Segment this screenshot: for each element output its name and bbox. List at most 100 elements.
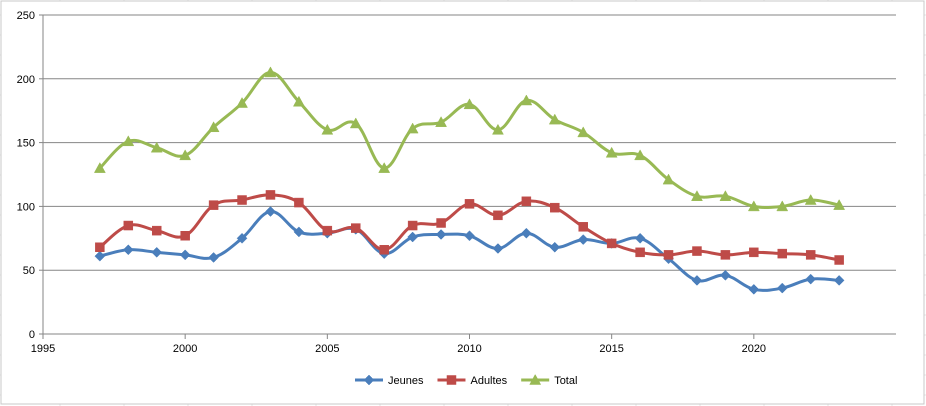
data-point-adultes	[379, 245, 389, 255]
data-point-adultes	[550, 202, 560, 213]
data-point-adultes	[749, 247, 759, 258]
legend-item-jeunes: Jeunes	[355, 374, 424, 387]
data-point-total	[492, 123, 504, 135]
data-point-total	[520, 94, 533, 106]
data-point-jeunes	[122, 244, 134, 256]
data-point-adultes	[805, 250, 816, 260]
data-point-jeunes	[521, 227, 532, 239]
data-point-total	[804, 194, 817, 205]
data-point-jeunes	[94, 250, 106, 262]
data-point-jeunes	[236, 232, 248, 244]
data-point-jeunes	[805, 273, 817, 285]
data-point-adultes	[436, 218, 446, 228]
data-point-total	[776, 200, 789, 212]
data-point-adultes	[493, 210, 503, 221]
data-point-adultes	[521, 196, 532, 207]
legend-label-jeunes: Jeunes	[388, 375, 424, 387]
data-point-total	[719, 190, 732, 201]
data-point-jeunes	[435, 229, 447, 240]
data-point-total	[634, 149, 647, 161]
data-point-adultes	[351, 223, 361, 233]
data-point-adultes	[123, 220, 134, 231]
data-point-total	[548, 113, 561, 125]
data-point-jeunes	[577, 234, 589, 245]
data-point-total	[264, 66, 277, 78]
data-point-total	[605, 146, 618, 158]
data-point-total	[321, 123, 334, 135]
data-point-total	[150, 141, 163, 153]
data-point-adultes	[322, 225, 333, 236]
data-point-jeunes	[748, 283, 760, 295]
data-point-jeunes	[634, 232, 646, 244]
data-point-jeunes	[549, 241, 561, 253]
data-point-adultes	[777, 248, 788, 259]
legend-label-adultes: Adultes	[470, 375, 507, 387]
data-point-adultes	[578, 222, 588, 232]
series-jeunes	[94, 206, 845, 295]
data-point-jeunes	[407, 231, 418, 243]
data-point-total	[292, 95, 305, 107]
data-point-adultes	[237, 195, 247, 205]
data-point-jeunes	[265, 206, 276, 217]
x-tick-label: 2005	[315, 343, 339, 355]
data-point-total	[463, 98, 476, 110]
data-point-jeunes	[208, 252, 219, 263]
x-tick-label: 2015	[599, 343, 623, 355]
data-point-total	[349, 117, 362, 129]
data-point-adultes	[834, 255, 844, 265]
x-tick-label: 2010	[457, 343, 481, 355]
data-point-adultes	[294, 197, 304, 208]
data-point-adultes	[635, 247, 645, 258]
data-point-adultes	[720, 250, 731, 260]
data-point-adultes	[265, 190, 276, 200]
y-tick-label: 50	[23, 265, 35, 277]
data-point-jeunes	[691, 275, 703, 286]
data-point-total	[577, 126, 590, 138]
legend: Jeunes Adultes Total	[355, 373, 577, 387]
y-tick-label: 150	[17, 138, 35, 150]
data-point-total	[207, 121, 220, 133]
data-point-jeunes	[151, 246, 163, 258]
data-point-adultes	[180, 230, 190, 241]
data-point-jeunes	[179, 249, 191, 261]
legend-marker-jeunes	[363, 374, 375, 386]
legend-marker-adultes	[446, 375, 457, 385]
data-point-total	[833, 199, 846, 210]
data-point-jeunes	[720, 269, 731, 281]
y-tick-label: 250	[17, 10, 35, 22]
data-point-adultes	[407, 220, 418, 231]
x-tick-label: 2020	[742, 343, 766, 355]
data-point-adultes	[606, 238, 617, 249]
data-point-adultes	[95, 242, 105, 252]
data-point-adultes	[663, 250, 674, 260]
data-point-total	[435, 116, 447, 127]
data-point-total	[179, 149, 192, 161]
data-point-adultes	[151, 225, 162, 236]
legend-item-total: Total	[521, 373, 577, 387]
data-point-total	[691, 190, 703, 201]
y-tick-label: 200	[17, 74, 35, 86]
series-total	[93, 66, 846, 212]
data-point-total	[378, 162, 391, 173]
data-point-adultes	[464, 199, 475, 209]
data-point-total	[406, 122, 419, 134]
data-point-total	[122, 135, 135, 147]
x-tick-label: 1995	[31, 343, 55, 355]
data-point-jeunes	[464, 230, 475, 242]
y-tick-label: 100	[17, 201, 35, 213]
data-point-total	[747, 200, 760, 212]
series	[93, 66, 846, 295]
data-point-adultes	[208, 200, 219, 210]
data-point-jeunes	[293, 226, 305, 238]
data-point-total	[236, 97, 248, 108]
data-point-total	[93, 162, 106, 173]
legend-marker-total	[529, 373, 542, 385]
legend-item-adultes: Adultes	[437, 375, 508, 387]
legend-label-total: Total	[554, 375, 577, 387]
axes: 0 50 100 150 200 250 1995 2000 2005 2010 2015 2020	[17, 10, 896, 355]
data-point-jeunes	[776, 282, 788, 294]
data-point-adultes	[692, 246, 702, 256]
series-line-total	[98, 70, 840, 210]
